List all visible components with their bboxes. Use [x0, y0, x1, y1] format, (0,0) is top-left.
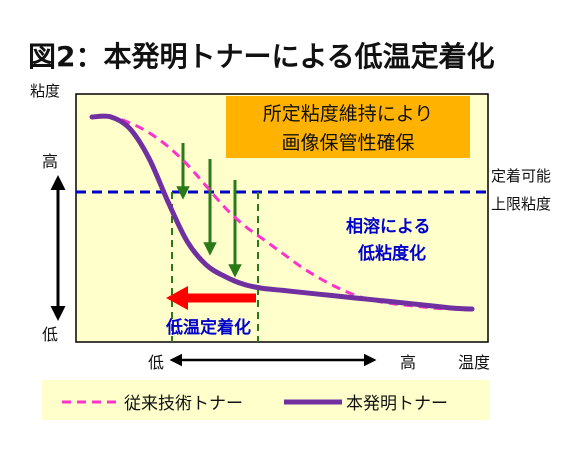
low-temp-shift-arrow-head [166, 286, 188, 310]
x-axis-label: 温度 [458, 353, 490, 372]
storage-annotation-line1: 所定粘度維持により [263, 103, 434, 125]
x-low-label: 低 [148, 353, 164, 372]
y-high-label: 高 [42, 152, 58, 171]
legend-label-conventional: 従来技術トナー [124, 394, 243, 414]
upper-limit-label-line1: 定着可能 [491, 167, 551, 185]
storage-annotation-box [226, 96, 470, 158]
y-axis-label: 粘度 [30, 82, 60, 100]
legend-box [42, 380, 490, 420]
y-low-label: 低 [42, 325, 58, 344]
series-line-invention-toner [89, 113, 475, 312]
upper-limit-label-line2: 上限粘度 [491, 195, 551, 213]
legend-label-invention: 本発明トナー [346, 394, 448, 414]
low-temp-fixing-label: 低温定着化 [165, 317, 251, 338]
chart-title: 図2：本発明トナーによる低温定着化 [28, 40, 495, 73]
compatibility-label-line1: 相溶による [346, 216, 431, 237]
x-high-label: 高 [400, 353, 416, 372]
compatibility-label-line2: 低粘度化 [357, 243, 426, 264]
storage-annotation-line2: 画像保管性確保 [281, 132, 414, 154]
